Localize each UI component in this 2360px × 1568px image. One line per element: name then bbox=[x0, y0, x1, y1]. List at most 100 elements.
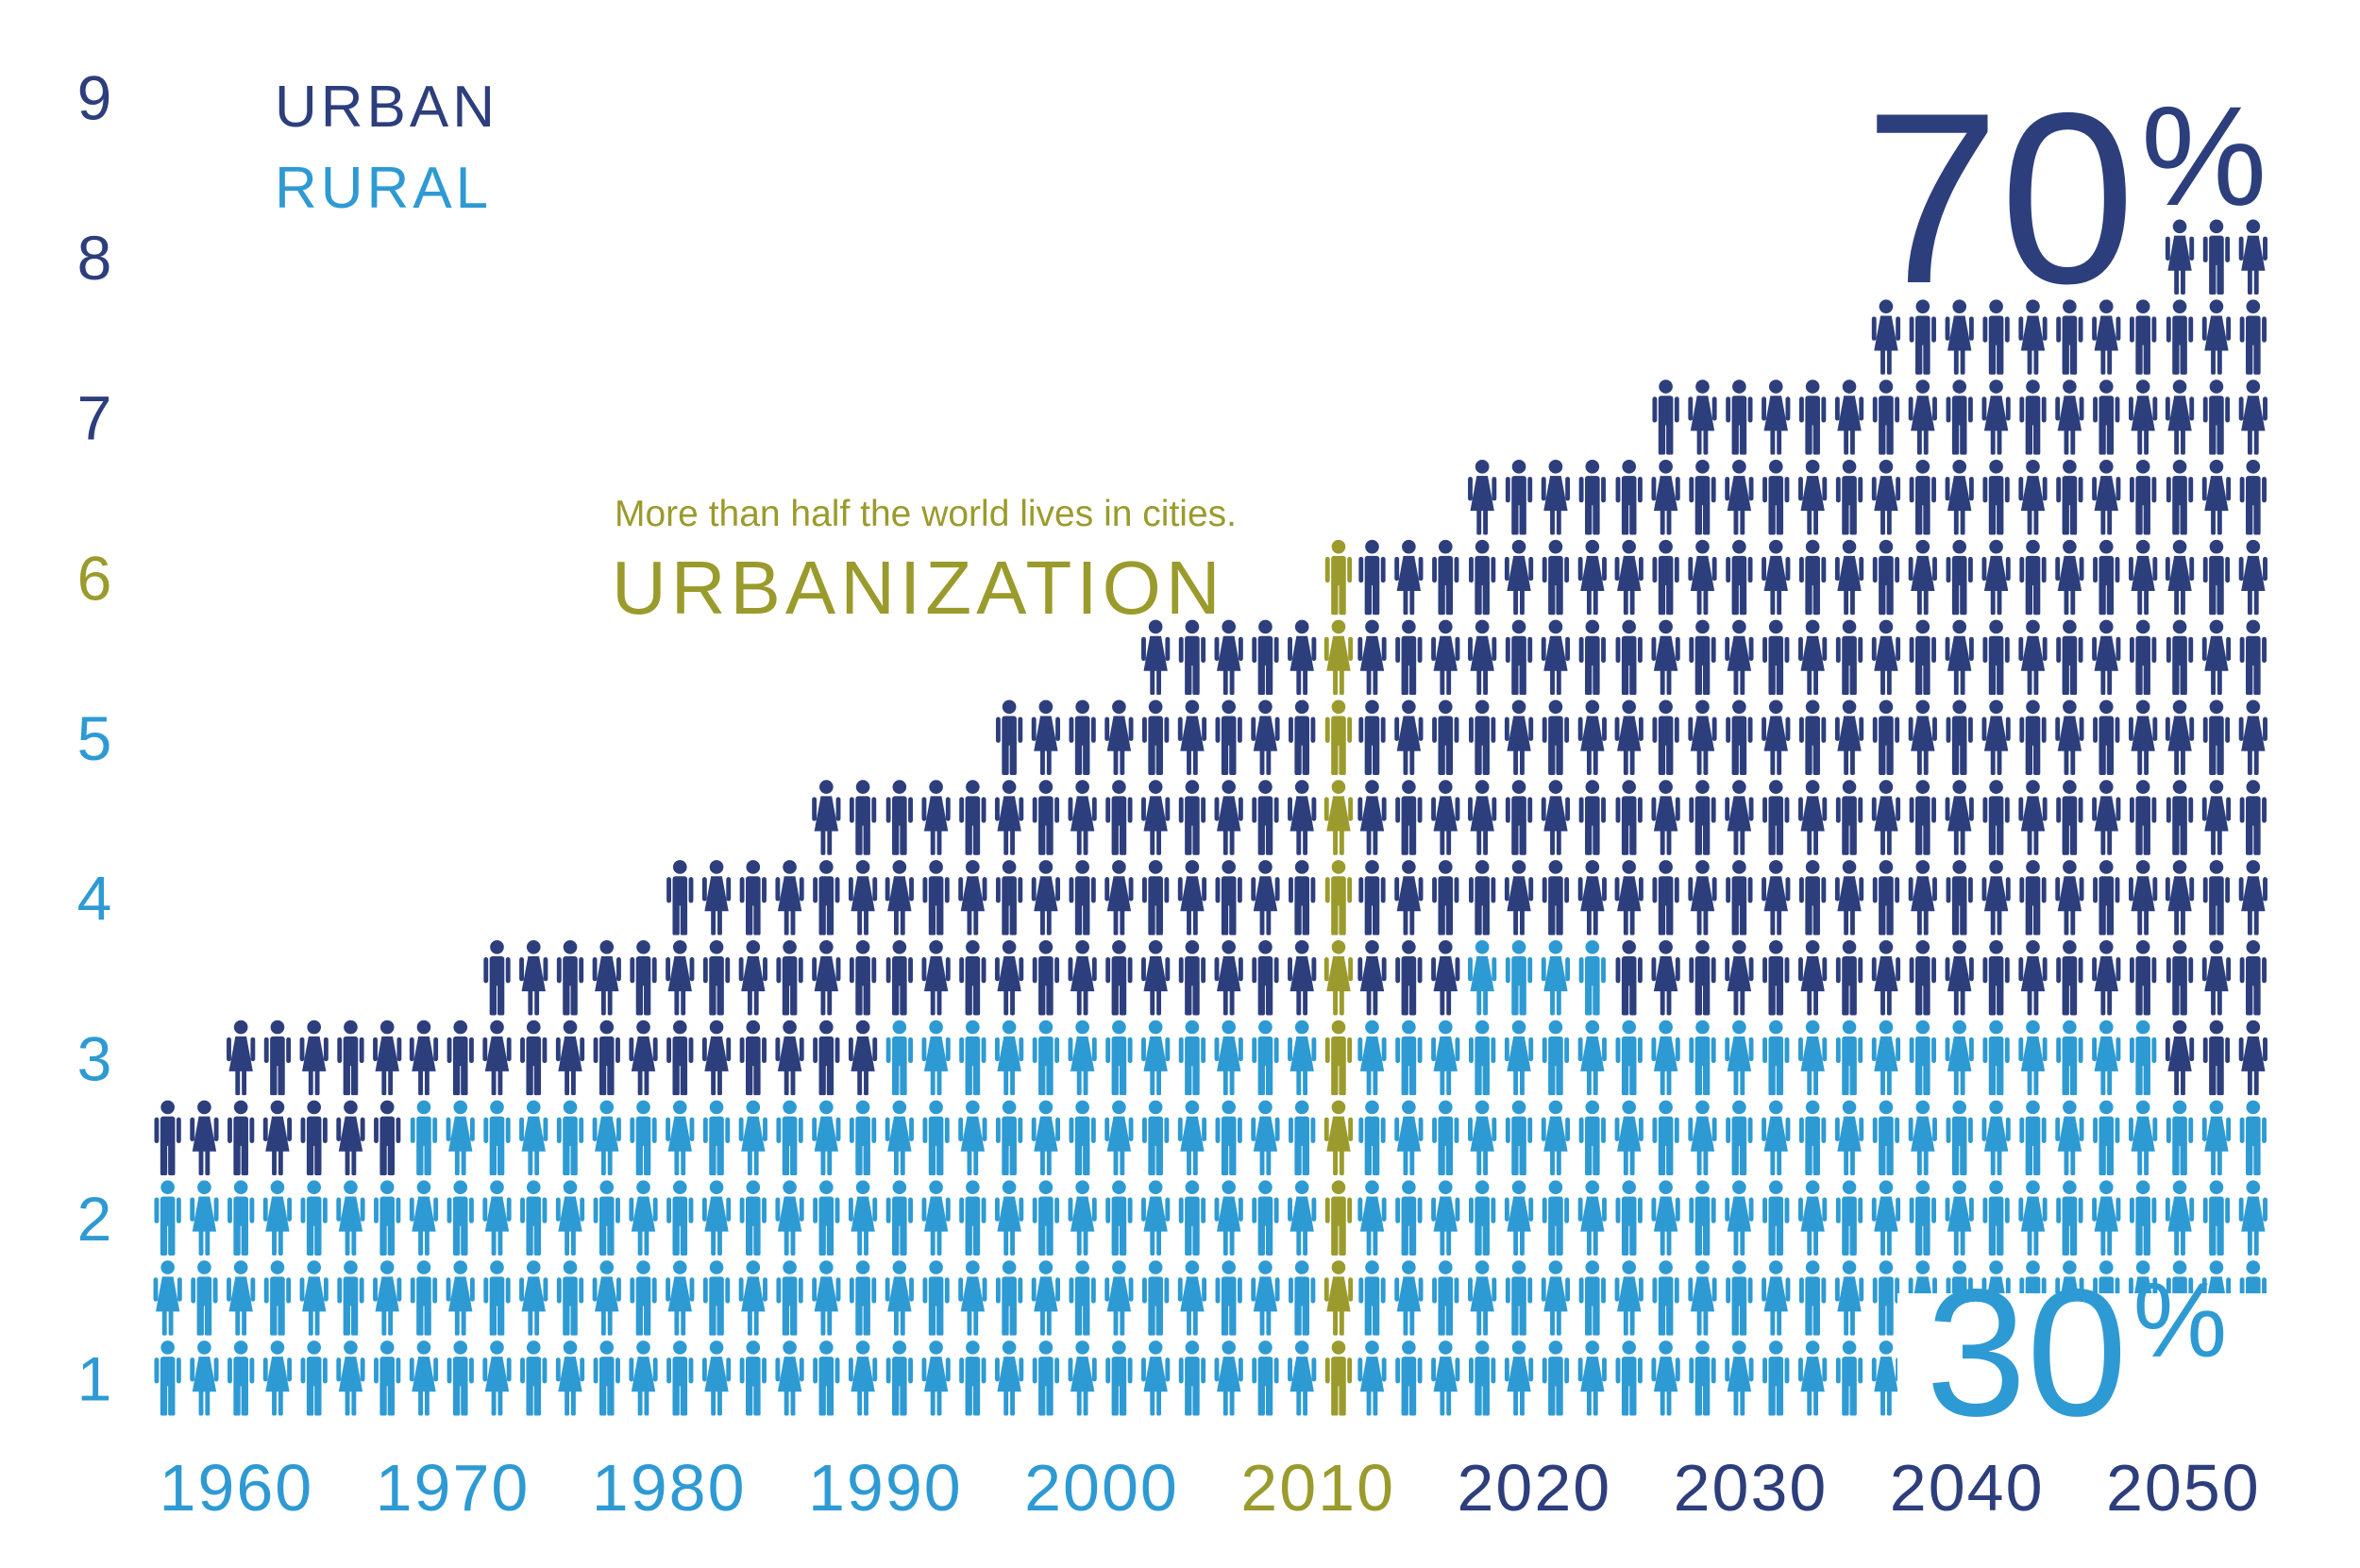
person-icon bbox=[154, 1340, 181, 1416]
icon-stack bbox=[958, 1020, 987, 1416]
person-icon bbox=[1798, 460, 1828, 535]
person-icon bbox=[2130, 939, 2157, 1016]
person-icon bbox=[849, 1260, 877, 1336]
person-icon bbox=[1762, 1020, 1790, 1096]
person-icon bbox=[812, 1260, 841, 1336]
icon-stack bbox=[1214, 1020, 1243, 1416]
person-icon bbox=[959, 1180, 986, 1256]
person-icon bbox=[1542, 1340, 1570, 1416]
icon-stack bbox=[2092, 299, 2121, 1016]
person-icon bbox=[2018, 460, 2048, 535]
person-icon bbox=[263, 1020, 292, 1096]
icon-stack bbox=[2201, 219, 2232, 1096]
icon-stack bbox=[1323, 539, 1354, 1416]
rural-share-unit: % bbox=[2133, 1261, 2228, 1379]
person-icon bbox=[1032, 780, 1060, 855]
y-tick-label: 4 bbox=[77, 864, 112, 934]
icon-stack bbox=[666, 860, 695, 1096]
icon-stack bbox=[336, 1180, 365, 1416]
person-icon bbox=[2092, 1020, 2121, 1096]
person-icon bbox=[1542, 1020, 1570, 1096]
icon-stack bbox=[1762, 379, 1791, 1016]
icon-stack bbox=[1725, 379, 1754, 1016]
person-icon bbox=[555, 1180, 585, 1256]
icon-stack bbox=[1251, 619, 1280, 1016]
person-icon bbox=[1946, 379, 1973, 455]
person-icon bbox=[2165, 379, 2195, 455]
person-icon bbox=[555, 1340, 585, 1416]
icon-stack bbox=[994, 700, 1024, 1016]
person-icon bbox=[1358, 700, 1386, 775]
person-icon bbox=[1323, 619, 1354, 696]
person-icon bbox=[1872, 860, 1900, 936]
person-icon bbox=[520, 1020, 548, 1096]
person-icon bbox=[555, 1020, 585, 1096]
person-icon bbox=[1178, 939, 1206, 1016]
person-icon bbox=[1945, 460, 1974, 535]
person-icon bbox=[1615, 619, 1643, 696]
person-icon bbox=[959, 939, 986, 1016]
person-icon bbox=[1323, 939, 1354, 1016]
icon-stack bbox=[1141, 619, 1171, 1016]
person-icon bbox=[1726, 860, 1753, 936]
person-icon bbox=[1142, 1260, 1170, 1336]
icon-stack bbox=[1068, 700, 1097, 1016]
person-icon bbox=[1323, 1260, 1354, 1336]
icon-stack bbox=[2238, 219, 2267, 1096]
person-icon bbox=[2018, 780, 2048, 855]
person-icon bbox=[1614, 539, 1644, 615]
x-tick-label: 2030 bbox=[1674, 1451, 1829, 1525]
person-icon bbox=[1577, 860, 1607, 936]
person-icon bbox=[1834, 1260, 1864, 1336]
person-icon bbox=[2166, 939, 2194, 1016]
person-icon bbox=[1142, 700, 1170, 775]
person-icon bbox=[1178, 619, 1206, 696]
person-icon bbox=[556, 1260, 584, 1336]
person-icon bbox=[1357, 1180, 1387, 1256]
person-icon bbox=[1395, 939, 1423, 1016]
icon-stack bbox=[153, 1180, 182, 1416]
icon-stack bbox=[1504, 939, 1534, 1416]
person-icon bbox=[2129, 1100, 2158, 1176]
person-icon bbox=[995, 700, 1023, 775]
icon-stack bbox=[775, 860, 804, 1096]
icon-stack bbox=[299, 1180, 329, 1416]
person-icon bbox=[813, 860, 840, 936]
person-icon bbox=[1798, 619, 1828, 696]
person-icon bbox=[959, 1020, 986, 1096]
x-tick-label: 1980 bbox=[592, 1451, 747, 1525]
person-icon bbox=[2166, 460, 2194, 535]
person-icon bbox=[1105, 780, 1133, 855]
person-icon bbox=[812, 780, 841, 855]
person-icon bbox=[1542, 539, 1570, 615]
person-icon bbox=[2018, 619, 2048, 696]
person-icon bbox=[2202, 1020, 2231, 1096]
person-icon bbox=[1541, 780, 1571, 855]
person-icon bbox=[1032, 1180, 1060, 1256]
person-icon bbox=[958, 1100, 987, 1176]
person-icon bbox=[1432, 700, 1459, 775]
person-icon bbox=[410, 1260, 438, 1336]
person-icon bbox=[1615, 1020, 1643, 1096]
urban-share-unit: % bbox=[2141, 76, 2267, 235]
person-icon bbox=[630, 939, 657, 1016]
person-icon bbox=[1615, 1340, 1643, 1416]
person-icon bbox=[666, 1100, 695, 1176]
person-icon bbox=[1251, 860, 1280, 936]
person-icon bbox=[1288, 939, 1317, 1016]
icon-stack bbox=[1468, 939, 1497, 1416]
person-icon bbox=[190, 1100, 219, 1176]
person-icon bbox=[1214, 939, 1243, 1016]
person-icon bbox=[1177, 1260, 1207, 1336]
person-icon bbox=[1726, 379, 1753, 455]
person-icon bbox=[1395, 1020, 1423, 1096]
person-icon bbox=[921, 1340, 951, 1416]
person-icon bbox=[2166, 780, 2194, 855]
icon-stack bbox=[1031, 700, 1061, 1016]
person-icon bbox=[2239, 1100, 2267, 1176]
person-icon bbox=[1214, 1180, 1243, 1256]
person-icon bbox=[1104, 700, 1134, 775]
person-icon bbox=[1468, 1260, 1497, 1336]
icon-stack bbox=[299, 1020, 329, 1176]
person-icon bbox=[1577, 539, 1607, 615]
